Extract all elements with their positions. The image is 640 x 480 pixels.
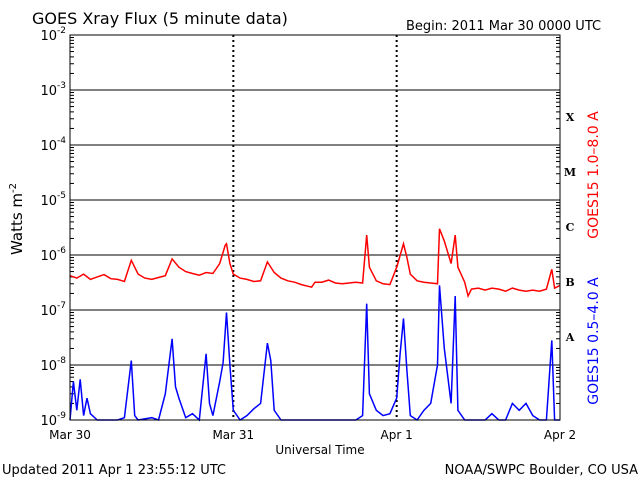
horizontal-gridlines	[70, 34, 560, 421]
chart-title: GOES Xray Flux (5 minute data)	[32, 9, 288, 28]
y-tick-label: 10-3	[40, 81, 66, 99]
y-tick-label: 10-5	[40, 191, 66, 209]
flare-class-c: C	[566, 221, 575, 234]
legend-series-long: GOES15 1.0–8.0 A	[586, 111, 602, 239]
y-tick-label: 10-4	[40, 136, 66, 154]
flare-class-labels: A B C M X	[564, 111, 576, 344]
series-line-long	[69, 228, 561, 299]
x-tick-label: Mar 31	[212, 428, 254, 442]
y-tick-label: 10-2	[40, 26, 66, 44]
flare-class-a: A	[565, 331, 575, 344]
y-tick-label: 10-9	[40, 411, 66, 429]
x-tick-label: Apr 2	[544, 428, 576, 442]
x-tick-label: Apr 1	[381, 428, 413, 442]
y-axis-label: Watts m-2	[8, 183, 26, 255]
series-lines	[69, 228, 561, 422]
x-tick-label: Mar 30	[49, 428, 91, 442]
plot-frame	[69, 34, 561, 421]
series-line-short	[69, 285, 560, 422]
plot-area: 10-910-810-710-610-510-410-310-2 Mar 30 M…	[40, 26, 576, 442]
x-axis-label: Universal Time	[275, 443, 364, 457]
flare-class-b: B	[565, 276, 574, 289]
y-tick-label: 10-6	[40, 246, 66, 264]
flare-class-m: M	[564, 166, 576, 179]
updated-time: Updated 2011 Apr 1 23:55:12 UTC	[2, 463, 226, 478]
x-tick-labels: Mar 30 Mar 31 Apr 1 Apr 2	[49, 428, 576, 442]
flare-class-x: X	[566, 111, 575, 124]
day-separators	[232, 35, 398, 420]
begin-time: Begin: 2011 Mar 30 0000 UTC	[406, 19, 601, 34]
y-tick-label: 10-7	[40, 301, 66, 319]
y-tick-labels: 10-9 10-8 10-7 10-6 10-5 10-4 10-3 10-2	[40, 26, 66, 429]
legend-series-short: GOES15 0.5–4.0 A	[586, 277, 602, 405]
y-tick-label: 10-8	[40, 356, 66, 374]
credit: NOAA/SWPC Boulder, CO USA	[445, 463, 638, 478]
